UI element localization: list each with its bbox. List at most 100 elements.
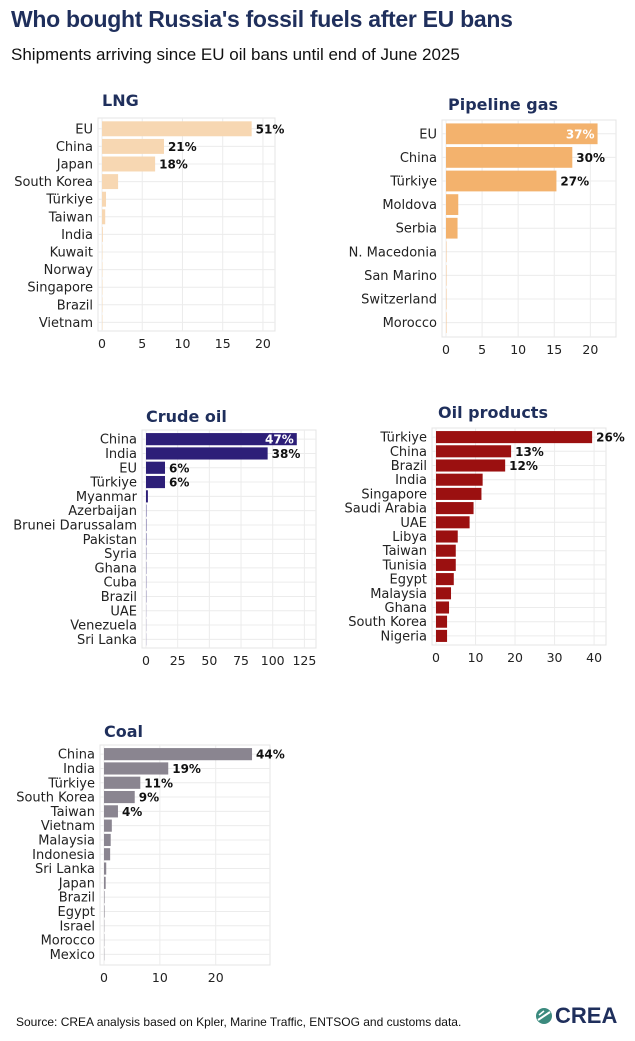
category-label: EU	[75, 122, 93, 137]
x-tick-label: 25	[170, 653, 186, 668]
category-label: Taiwan	[382, 544, 427, 559]
bar	[104, 905, 105, 918]
x-tick-label: 0	[432, 650, 440, 665]
category-label: Azerbaijan	[68, 504, 137, 519]
bar	[436, 573, 454, 586]
category-label: Egypt	[389, 573, 427, 588]
data-label: 37%	[566, 127, 595, 141]
category-label: South Korea	[348, 615, 427, 630]
category-label: India	[105, 447, 137, 462]
bar	[436, 502, 474, 515]
bar	[436, 601, 450, 614]
chart-title: Who bought Russia's fossil fuels after E…	[11, 6, 513, 32]
category-label: Taiwan	[48, 210, 93, 225]
bar	[146, 461, 166, 474]
category-label: Brazil	[59, 891, 95, 906]
bar	[436, 487, 482, 500]
x-tick-label: 0	[98, 336, 106, 351]
x-tick-label: 10	[510, 342, 526, 357]
bar	[436, 516, 470, 529]
bar	[104, 876, 106, 889]
bar	[436, 558, 456, 571]
x-tick-label: 10	[468, 650, 484, 665]
chart-subtitle: Shipments arriving since EU oil bans unt…	[11, 45, 460, 64]
bar	[104, 833, 111, 847]
category-label: Tunisia	[382, 558, 427, 573]
category-label: Kuwait	[50, 246, 93, 261]
bar	[436, 629, 448, 642]
category-label: Nigeria	[380, 629, 427, 644]
data-label: 4%	[122, 805, 142, 819]
bar	[102, 138, 164, 154]
x-tick-label: 20	[208, 970, 224, 985]
category-label: Pakistan	[83, 533, 137, 548]
bar	[104, 762, 169, 775]
bar	[446, 170, 557, 192]
data-label: 6%	[169, 461, 189, 475]
data-label: 21%	[168, 140, 197, 154]
x-tick-label: 30	[547, 650, 563, 665]
category-label: South Korea	[16, 791, 95, 806]
panel-title-coal: Coal	[104, 722, 143, 741]
category-label: Vietnam	[41, 819, 95, 834]
category-label: Venezuela	[70, 619, 137, 634]
category-label: Brunei Darussalam	[13, 518, 137, 533]
bar	[104, 819, 112, 832]
bar	[104, 848, 111, 861]
x-tick-label: 0	[142, 653, 150, 668]
category-label: Ghana	[95, 561, 138, 576]
bar	[436, 431, 593, 444]
category-label: China	[100, 433, 137, 448]
x-tick-label: 0	[100, 970, 108, 985]
category-label: Israel	[59, 919, 95, 934]
bar	[436, 587, 452, 600]
x-tick-label: 5	[138, 336, 146, 351]
panel-pipeline: Pipeline gas 0 5 10 15 20 EU 37% China 30% Türkiye…	[349, 95, 617, 357]
category-label: Morocco	[41, 934, 95, 949]
category-label: Norway	[44, 263, 94, 278]
category-label: Japan	[56, 158, 93, 173]
x-tick-label: 50	[201, 653, 217, 668]
category-label: Brazil	[101, 590, 137, 605]
data-label: 13%	[515, 445, 544, 459]
bar	[436, 615, 448, 628]
bar	[436, 473, 483, 486]
bar	[104, 748, 253, 761]
data-label: 26%	[596, 431, 625, 445]
data-label: 9%	[139, 791, 159, 805]
bar	[146, 433, 297, 446]
data-label: 6%	[169, 476, 189, 490]
bar	[436, 530, 458, 543]
category-label: India	[63, 762, 95, 777]
x-tick-label: 15	[215, 336, 231, 351]
category-label: Sri Lanka	[77, 633, 137, 648]
category-label: Vietnam	[39, 316, 93, 331]
data-label: 12%	[509, 459, 538, 473]
panel-oil-products: Oil products 0 10 20 30 40 Türkiye 26% China 13% B…	[345, 403, 625, 665]
bar	[104, 862, 107, 875]
category-label: Indonesia	[32, 848, 95, 863]
bar	[436, 544, 456, 557]
category-label: Türkiye	[89, 476, 137, 491]
category-label: UAE	[110, 604, 137, 619]
category-label: Türkiye	[389, 175, 437, 190]
panel-title-oil-products: Oil products	[438, 403, 548, 422]
category-label: China	[58, 748, 95, 763]
bar	[436, 445, 512, 458]
category-label: Malaysia	[370, 587, 427, 602]
data-label: 47%	[265, 433, 294, 447]
data-label: 30%	[576, 151, 605, 165]
category-label: Brazil	[391, 459, 427, 474]
category-label: N. Macedonia	[349, 245, 437, 260]
category-label: Libya	[392, 530, 427, 545]
category-label: Mexico	[50, 948, 95, 963]
category-label: China	[390, 445, 427, 460]
x-tick-label: 20	[507, 650, 523, 665]
panel-title-crude: Crude oil	[146, 407, 227, 426]
bar	[104, 776, 141, 789]
bar	[436, 459, 506, 472]
data-label: 51%	[256, 122, 285, 136]
bar	[446, 194, 459, 215]
x-tick-label: 125	[292, 653, 316, 668]
category-label: South Korea	[14, 175, 93, 190]
